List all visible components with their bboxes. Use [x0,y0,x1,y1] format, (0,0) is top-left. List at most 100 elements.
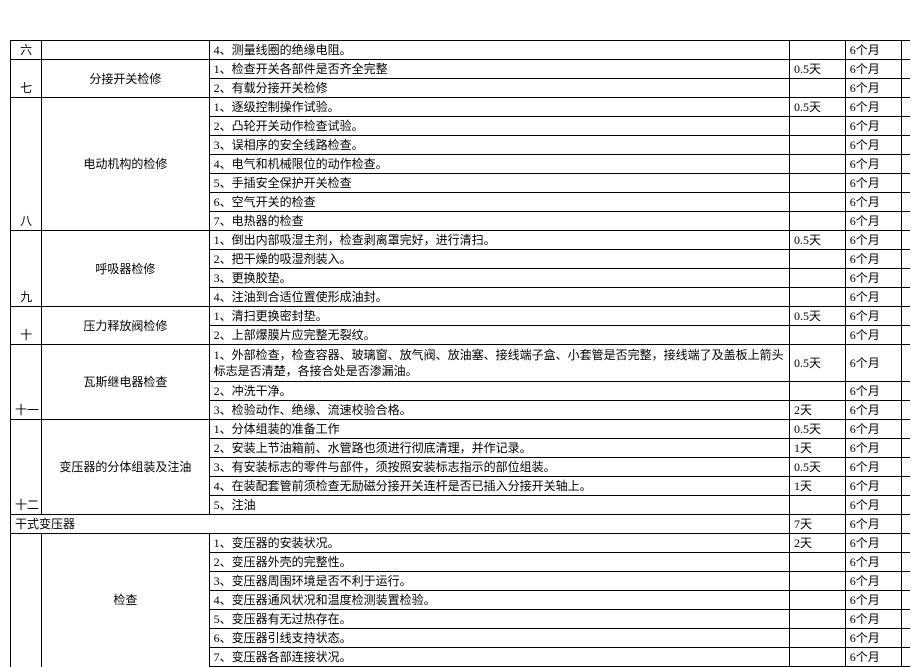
period-cell: 6个月 [845,534,901,553]
description-cell: 2、有载分接开关检修 [209,79,789,98]
spacer-cell [901,326,910,345]
index-cell [11,534,42,553]
period-cell: 6个月 [845,79,901,98]
period-cell: 6个月 [845,41,901,60]
spacer-cell [901,231,910,250]
duration-cell: 2天 [789,401,845,420]
spacer-cell [901,572,910,591]
period-cell: 6个月 [845,117,901,136]
duration-cell [789,648,845,667]
duration-cell: 0.5天 [789,307,845,326]
index-cell [11,382,42,401]
duration-cell: 0.5天 [789,231,845,250]
duration-cell [789,117,845,136]
spacer-cell [901,345,910,382]
period-cell: 6个月 [845,174,901,193]
index-cell [11,155,42,174]
table-row: 电动机构的检修1、逐级控制操作试验。0.5天6个月 [11,98,911,117]
period-cell: 6个月 [845,401,901,420]
index-cell [11,439,42,458]
spacer-cell [901,193,910,212]
index-cell: 六 [11,41,42,60]
period-cell: 6个月 [845,515,901,534]
spacer-cell [901,420,910,439]
section-header: 干式变压器 [11,515,790,534]
index-cell: 十二 [11,496,42,515]
spacer-cell [901,155,910,174]
spacer-cell [901,41,910,60]
description-cell: 3、误相序的安全线路检查。 [209,136,789,155]
duration-cell [789,79,845,98]
index-cell [11,610,42,629]
spacer-cell [901,401,910,420]
duration-cell [789,326,845,345]
duration-cell [789,288,845,307]
description-cell: 1、变压器的安装状况。 [209,534,789,553]
duration-cell [789,269,845,288]
spacer-cell [901,382,910,401]
index-cell [11,477,42,496]
period-cell: 6个月 [845,250,901,269]
spacer-cell [901,174,910,193]
spacer-cell [901,98,910,117]
period-cell: 6个月 [845,288,901,307]
period-cell: 6个月 [845,345,901,382]
duration-cell [789,496,845,515]
duration-cell [789,591,845,610]
duration-cell [789,553,845,572]
index-cell: 八 [11,212,42,231]
description-cell: 1、分体组装的准备工作 [209,420,789,439]
description-cell: 1、检查开关各部件是否齐全完整 [209,60,789,79]
spacer-cell [901,79,910,98]
index-cell [11,307,42,326]
index-cell [11,60,42,79]
period-cell: 6个月 [845,212,901,231]
description-cell: 1、清扫更换密封垫。 [209,307,789,326]
spacer-cell [901,534,910,553]
period-cell: 6个月 [845,458,901,477]
period-cell: 6个月 [845,193,901,212]
duration-cell [789,136,845,155]
period-cell: 6个月 [845,496,901,515]
period-cell: 6个月 [845,155,901,174]
description-cell: 3、变压器周围环境是否不利于运行。 [209,572,789,591]
category-cell: 电动机构的检修 [42,98,209,231]
table-row: 分接开关检修1、检查开关各部件是否齐全完整0.5天6个月 [11,60,911,79]
category-cell: 分接开关检修 [42,60,209,98]
description-cell: 3、有安装标志的零件与部件，须按照安装标志指示的部位组装。 [209,458,789,477]
description-cell: 7、变压器各部连接状况。 [209,648,789,667]
period-cell: 6个月 [845,307,901,326]
spacer-cell [901,136,910,155]
spacer-cell [901,496,910,515]
description-cell: 5、注油 [209,496,789,515]
spacer-cell [901,212,910,231]
spacer-cell [901,288,910,307]
index-cell [11,117,42,136]
description-cell: 2、上部爆膜片应完整无裂纹。 [209,326,789,345]
spacer-cell [901,648,910,667]
description-cell: 2、变压器外壳的完整性。 [209,553,789,572]
spacer-cell [901,250,910,269]
spacer-cell [901,439,910,458]
period-cell: 6个月 [845,477,901,496]
period-cell: 6个月 [845,572,901,591]
spacer-cell [901,591,910,610]
index-cell [11,420,42,439]
index-cell [11,250,42,269]
index-cell [11,174,42,193]
category-cell [42,41,209,60]
spacer-cell [901,269,910,288]
category-cell: 压力释放阀检修 [42,307,209,345]
description-cell: 6、变压器引线支持状态。 [209,629,789,648]
table-row: 干式变压器7天6个月 [11,515,911,534]
index-cell [11,458,42,477]
spacer-cell [901,307,910,326]
duration-cell: 0.5天 [789,60,845,79]
index-cell [11,98,42,117]
description-cell: 1、倒出内部吸湿主剂，检查剥离罩完好，进行清扫。 [209,231,789,250]
duration-cell [789,193,845,212]
index-cell [11,553,42,572]
description-cell: 1、逐级控制操作试验。 [209,98,789,117]
period-cell: 6个月 [845,60,901,79]
description-cell: 3、检验动作、绝缘、流速校验合格。 [209,401,789,420]
